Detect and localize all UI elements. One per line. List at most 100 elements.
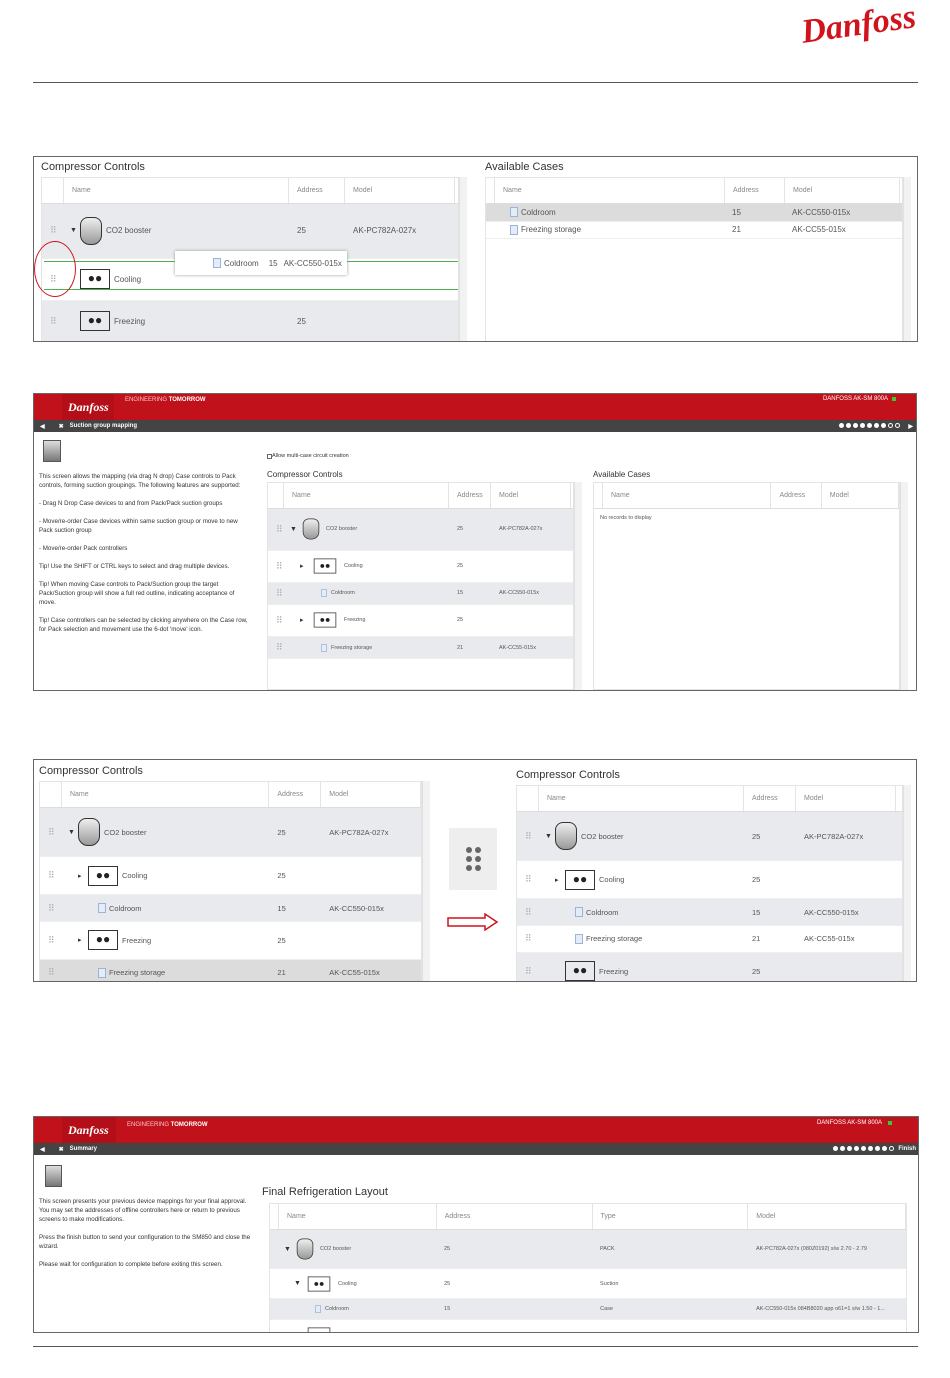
- table-row[interactable]: ⠿ ▸ ●● Cooling 25: [517, 861, 902, 900]
- move-handle-icon[interactable]: ⠿: [525, 830, 532, 841]
- expand-icon[interactable]: ▼: [284, 1245, 291, 1253]
- close-icon[interactable]: ✖: [58, 423, 64, 430]
- scrollbar[interactable]: [903, 785, 911, 981]
- table-row[interactable]: ⠿ Coldroom 15 Case AK-CC550-015x 084B8020 ap…: [270, 1299, 906, 1320]
- move-handle-icon[interactable]: ⠿: [48, 967, 55, 978]
- pack-icon: [296, 1238, 314, 1260]
- move-handle-icon[interactable]: ⠿: [48, 826, 55, 837]
- finish-button[interactable]: Finish: [898, 1146, 916, 1152]
- model-cell: AK-CC550-015x: [499, 590, 540, 597]
- table-row[interactable]: ⠿ ▼ CO2 booster 25 AK-PC782A-027x: [517, 812, 902, 862]
- name-cell: Freezing storage: [539, 933, 744, 944]
- table-row[interactable]: ⠿ ▸ ●● Cooling 25: [40, 857, 421, 896]
- expand-icon[interactable]: ▼: [70, 227, 77, 235]
- move-handle-icon[interactable]: ⠿: [525, 874, 532, 885]
- move-handle-icon[interactable]: ⠿: [276, 642, 283, 653]
- table-row[interactable]: ⠿ ▼ CO2 booster 25 AK-PC782A-027x: [40, 808, 421, 858]
- back-arrow-icon[interactable]: ◀: [40, 423, 45, 430]
- table-row[interactable]: Freezing storage 21 AK-CC55-015x: [486, 222, 902, 239]
- move-handle-icon[interactable]: ⠿: [276, 560, 283, 571]
- expand-icon[interactable]: ▼: [294, 1280, 301, 1287]
- table-row[interactable]: ⠿ Freezing storage 21 AK-CC55-015x: [517, 926, 902, 953]
- column-header-address[interactable]: Address: [449, 483, 491, 508]
- compressor-controls-table-after: Name Address Model ⠿ ▼ CO2 booster 25 AK-PC782A…: [516, 785, 903, 981]
- back-arrow-icon[interactable]: ◀: [40, 1146, 45, 1153]
- top-bar: Danfoss ENGINEERING TOMORROW DANFOSS AK-…: [34, 394, 916, 420]
- column-header-name[interactable]: Name: [64, 178, 289, 203]
- grip-cell: ⠿: [40, 827, 62, 838]
- column-header-model[interactable]: Model: [491, 483, 571, 508]
- move-handle-icon[interactable]: ⠿: [276, 587, 283, 598]
- move-handle-icon[interactable]: ⠿: [525, 965, 532, 976]
- move-handle-icon[interactable]: ⠿: [276, 523, 283, 534]
- progress-dot: [846, 422, 851, 428]
- column-header-name[interactable]: Name: [279, 1204, 437, 1229]
- move-handle-icon[interactable]: ⠿: [48, 870, 55, 881]
- column-header-name[interactable]: Name: [284, 483, 449, 508]
- expand-icon[interactable]: ▸: [77, 872, 82, 880]
- column-header-model[interactable]: Model: [345, 178, 455, 203]
- expand-icon[interactable]: ▼: [545, 832, 552, 840]
- expand-icon[interactable]: ▸: [300, 617, 304, 625]
- table-row[interactable]: ⠿ ▼ CO2 booster 25 AK-PC782A-027x: [42, 204, 458, 259]
- column-header-address[interactable]: Address: [269, 782, 322, 807]
- move-handle-icon[interactable]: ⠿: [525, 906, 532, 917]
- table-row[interactable]: ⠿ Coldroom 15 AK-CC550-015x: [40, 895, 421, 922]
- column-header-model[interactable]: Model: [822, 483, 899, 508]
- table-row[interactable]: ⠿ ▸ ●● Freezing 25: [268, 605, 573, 637]
- progress-dot: [847, 1145, 852, 1151]
- move-handle-icon[interactable]: ⠿: [48, 934, 55, 945]
- move-handle-icon[interactable]: ⠿: [276, 614, 283, 625]
- expand-icon[interactable]: ▼: [294, 1331, 304, 1332]
- multi-case-checkbox[interactable]: Allow multi-case circuit creation: [267, 453, 349, 459]
- column-header-address[interactable]: Address: [771, 483, 822, 508]
- table-row[interactable]: ⠿ ▼ ●● Cooling 25 Suction: [270, 1269, 906, 1299]
- address-cell: 15: [277, 903, 286, 913]
- device-name: DANFOSS AK-SM 800A: [822, 396, 888, 402]
- column-header-name[interactable]: Name: [603, 483, 772, 508]
- column-header-model[interactable]: Model: [785, 178, 900, 203]
- expand-icon[interactable]: ▼: [67, 828, 75, 836]
- column-header-address[interactable]: Address: [725, 178, 785, 203]
- table-row[interactable]: ⠿ Coldroom 15 AK-CC550-015x: [517, 899, 902, 926]
- move-handle-icon[interactable]: ⠿: [50, 315, 57, 326]
- model-cell: AK-PC782A-027x: [353, 226, 417, 236]
- screenshot-reorder-example: Compressor Controls Name Address Model ⠿ ▼ CO…: [33, 759, 917, 982]
- close-icon[interactable]: ✖: [58, 1146, 64, 1153]
- column-header-model[interactable]: Model: [321, 782, 421, 807]
- move-handle-icon[interactable]: ⠿: [525, 933, 532, 944]
- column-header-name[interactable]: Name: [495, 178, 725, 203]
- column-header-name[interactable]: Name: [539, 786, 744, 811]
- move-handle-icon[interactable]: ⠿: [48, 902, 55, 913]
- column-header-type[interactable]: Type: [593, 1204, 749, 1229]
- table-row[interactable]: ⠿ ▼ CO2 booster 25 AK-PC782A-027x: [268, 509, 573, 551]
- scrollbar[interactable]: [574, 482, 582, 690]
- table-row[interactable]: ⠿ Freezing storage 21 AK-CC55-015x: [40, 959, 421, 981]
- column-header-model[interactable]: Model: [748, 1204, 906, 1229]
- expand-icon[interactable]: ▸: [555, 876, 559, 884]
- next-arrow-icon[interactable]: ▶: [908, 423, 913, 430]
- table-row[interactable]: ⠿ Freezing storage 21 AK-CC55-015x: [268, 636, 573, 660]
- scrollbar[interactable]: [903, 177, 911, 341]
- table-row[interactable]: ⠿ ▼ CO2 booster 25 PACK AK-PC782A-027x (080Z0…: [270, 1230, 906, 1269]
- scrollbar[interactable]: [900, 482, 908, 690]
- expand-icon[interactable]: ▸: [300, 563, 304, 571]
- name-cell: Coldroom: [62, 903, 269, 914]
- column-header-address[interactable]: Address: [744, 786, 796, 811]
- scrollbar[interactable]: [422, 781, 430, 981]
- column-header-address[interactable]: Address: [437, 1204, 593, 1229]
- table-row[interactable]: Coldroom 15 AK-CC550-015x: [486, 204, 902, 222]
- table-row[interactable]: ⠿ Coldroom 15 AK-CC550-015x: [268, 582, 573, 605]
- table-row[interactable]: ⠿ ▸ ●● Freezing 25: [40, 922, 421, 960]
- expand-icon[interactable]: ▸: [77, 937, 82, 945]
- table-row[interactable]: ⠿ ▸ ●● Cooling 25: [268, 551, 573, 583]
- expand-icon[interactable]: ▼: [290, 525, 297, 533]
- table-row[interactable]: ⠿ ●● Freezing 25: [42, 300, 458, 341]
- move-handle-icon[interactable]: ⠿: [50, 225, 57, 236]
- table-row[interactable]: ⠿ ●● Freezing 25: [517, 952, 902, 981]
- column-header-model[interactable]: Model: [796, 786, 896, 811]
- column-header-address[interactable]: Address: [289, 178, 345, 203]
- scrollbar[interactable]: [459, 177, 467, 341]
- column-header-name[interactable]: Name: [62, 782, 270, 807]
